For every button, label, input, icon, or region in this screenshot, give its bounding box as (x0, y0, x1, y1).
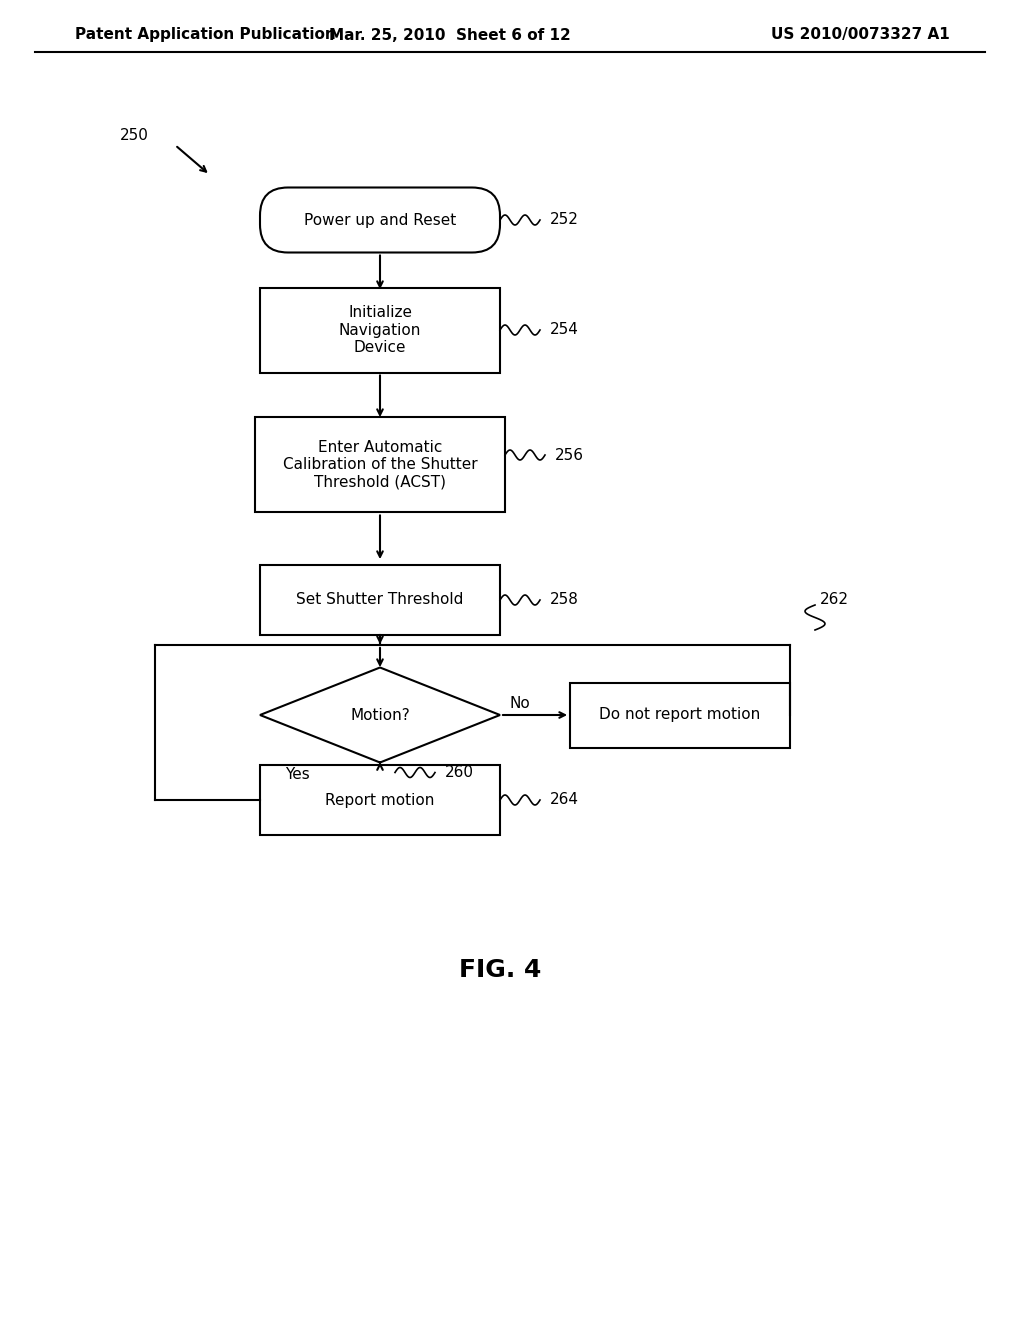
Text: No: No (510, 696, 530, 710)
Bar (260, 766, 500, 836)
Text: 258: 258 (550, 593, 579, 607)
Text: US 2010/0073327 A1: US 2010/0073327 A1 (771, 28, 950, 42)
Text: 254: 254 (550, 322, 579, 338)
Text: Power up and Reset: Power up and Reset (304, 213, 456, 227)
Text: Yes: Yes (285, 767, 309, 781)
Text: Patent Application Publication: Patent Application Publication (75, 28, 336, 42)
Text: Report motion: Report motion (326, 792, 434, 808)
Bar (255, 417, 505, 512)
Text: 264: 264 (550, 792, 579, 808)
Text: Set Shutter Threshold: Set Shutter Threshold (296, 593, 464, 607)
Text: 250: 250 (120, 128, 148, 143)
Text: Do not report motion: Do not report motion (599, 708, 761, 722)
Text: Mar. 25, 2010  Sheet 6 of 12: Mar. 25, 2010 Sheet 6 of 12 (329, 28, 570, 42)
Bar (260, 565, 500, 635)
Text: Motion?: Motion? (350, 708, 410, 722)
Text: 252: 252 (550, 213, 579, 227)
FancyBboxPatch shape (260, 187, 500, 252)
Text: Enter Automatic
Calibration of the Shutter
Threshold (ACST): Enter Automatic Calibration of the Shutt… (283, 440, 477, 490)
Text: 256: 256 (555, 447, 584, 462)
Text: FIG. 4: FIG. 4 (459, 958, 542, 982)
Bar (570, 682, 790, 747)
Text: 262: 262 (820, 593, 849, 607)
Text: Initialize
Navigation
Device: Initialize Navigation Device (339, 305, 421, 355)
Bar (260, 288, 500, 372)
Polygon shape (260, 668, 500, 763)
Text: 260: 260 (445, 766, 474, 780)
